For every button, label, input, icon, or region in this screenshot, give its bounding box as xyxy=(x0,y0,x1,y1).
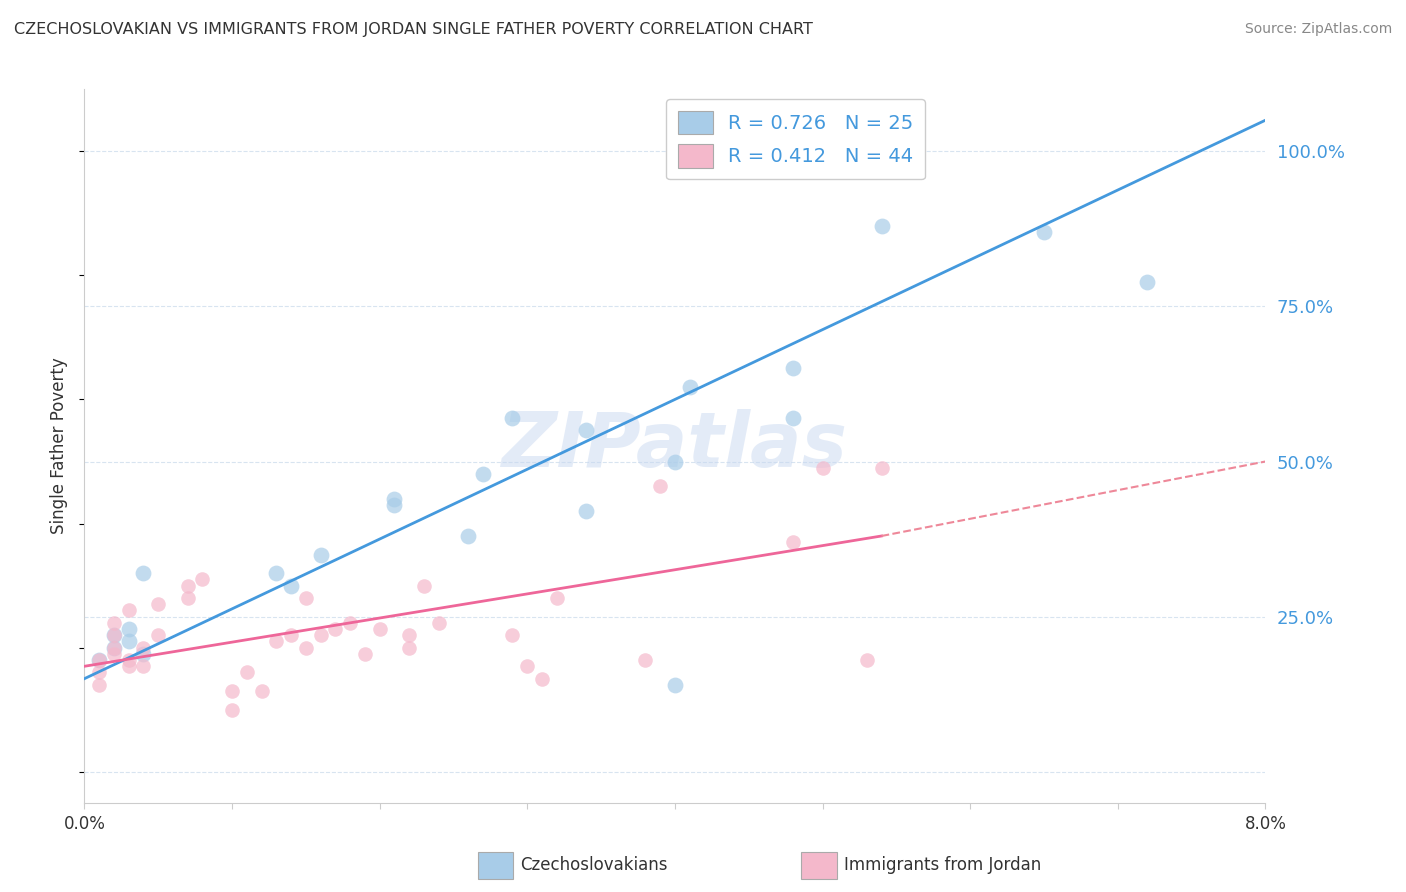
Text: Czechoslovakians: Czechoslovakians xyxy=(520,856,668,874)
Y-axis label: Single Father Poverty: Single Father Poverty xyxy=(51,358,69,534)
Point xyxy=(103,640,125,655)
Text: Immigrants from Jordan: Immigrants from Jordan xyxy=(844,856,1040,874)
Point xyxy=(118,634,141,648)
Text: CZECHOSLOVAKIAN VS IMMIGRANTS FROM JORDAN SINGLE FATHER POVERTY CORRELATION CHAR: CZECHOSLOVAKIAN VS IMMIGRANTS FROM JORDA… xyxy=(14,22,813,37)
Point xyxy=(664,678,686,692)
Point xyxy=(250,684,273,698)
Point xyxy=(870,219,893,233)
Point xyxy=(89,653,111,667)
Point xyxy=(236,665,259,680)
Point xyxy=(191,573,214,587)
Point xyxy=(148,628,170,642)
Point xyxy=(89,665,111,680)
Point xyxy=(148,597,170,611)
Point xyxy=(398,640,420,655)
Point xyxy=(103,615,125,630)
Point xyxy=(103,628,125,642)
Text: Source: ZipAtlas.com: Source: ZipAtlas.com xyxy=(1244,22,1392,37)
Point xyxy=(472,467,495,481)
Text: ZIPatlas: ZIPatlas xyxy=(502,409,848,483)
Point xyxy=(575,504,598,518)
Point xyxy=(309,628,332,642)
Point xyxy=(427,615,450,630)
Point xyxy=(870,460,893,475)
Point xyxy=(132,647,155,661)
Point xyxy=(264,566,288,581)
Point xyxy=(1032,225,1054,239)
Point xyxy=(177,579,200,593)
Point xyxy=(811,460,834,475)
Point xyxy=(264,634,288,648)
Point xyxy=(118,659,141,673)
Point xyxy=(339,615,361,630)
Point xyxy=(221,684,243,698)
Point xyxy=(309,548,332,562)
Legend: R = 0.726   N = 25, R = 0.412   N = 44: R = 0.726 N = 25, R = 0.412 N = 44 xyxy=(666,99,925,179)
Point xyxy=(648,479,672,493)
Point xyxy=(782,535,804,549)
Point xyxy=(103,640,125,655)
Point xyxy=(575,424,598,438)
Point xyxy=(280,579,302,593)
Point xyxy=(221,703,243,717)
Point xyxy=(368,622,391,636)
Point xyxy=(323,622,347,636)
Point xyxy=(295,640,318,655)
Point xyxy=(89,678,111,692)
Point xyxy=(103,647,125,661)
Point xyxy=(118,603,141,617)
Point xyxy=(516,659,538,673)
Point xyxy=(457,529,479,543)
Point xyxy=(502,411,524,425)
Point xyxy=(502,628,524,642)
Point xyxy=(782,361,804,376)
Point xyxy=(382,498,406,512)
Point xyxy=(103,628,125,642)
Point xyxy=(132,640,155,655)
Point xyxy=(354,647,377,661)
Point xyxy=(1136,275,1159,289)
Point xyxy=(546,591,568,605)
Point xyxy=(295,591,318,605)
Point xyxy=(280,628,302,642)
Point xyxy=(679,380,702,394)
Point xyxy=(132,659,155,673)
Point xyxy=(118,622,141,636)
Point xyxy=(782,411,804,425)
Point xyxy=(634,653,657,667)
Point xyxy=(89,653,111,667)
Point xyxy=(132,566,155,581)
Point xyxy=(118,653,141,667)
Point xyxy=(177,591,200,605)
Point xyxy=(855,653,877,667)
Point xyxy=(413,579,436,593)
Point xyxy=(664,454,686,468)
Point xyxy=(382,491,406,506)
Point xyxy=(531,672,554,686)
Point xyxy=(398,628,420,642)
